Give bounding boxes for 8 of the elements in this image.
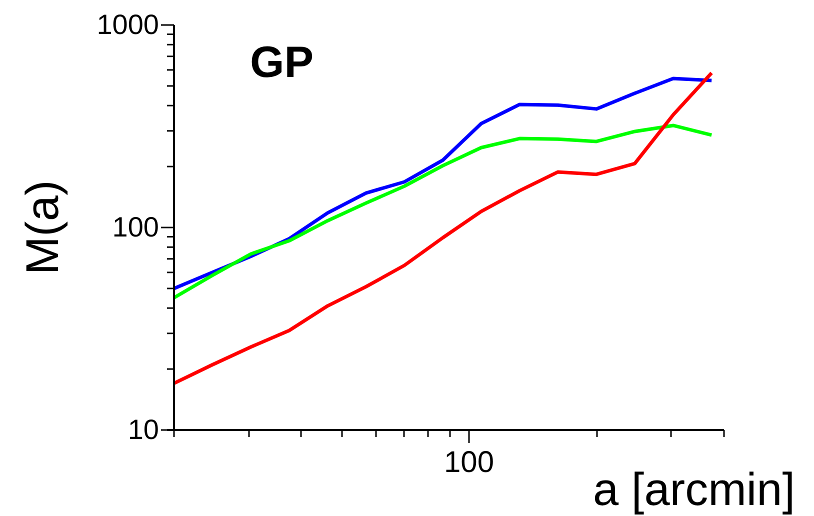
y-tick-label: 10: [128, 414, 159, 445]
x-axis-title: a [arcmin]: [593, 463, 795, 515]
chart-title: GP: [250, 38, 314, 87]
line-series: [172, 124, 714, 300]
y-tick-label: 1000: [96, 8, 159, 40]
y-tick-label: 100: [112, 211, 159, 242]
text: 100: [444, 446, 494, 479]
y-axis-title: M(a): [16, 180, 68, 275]
